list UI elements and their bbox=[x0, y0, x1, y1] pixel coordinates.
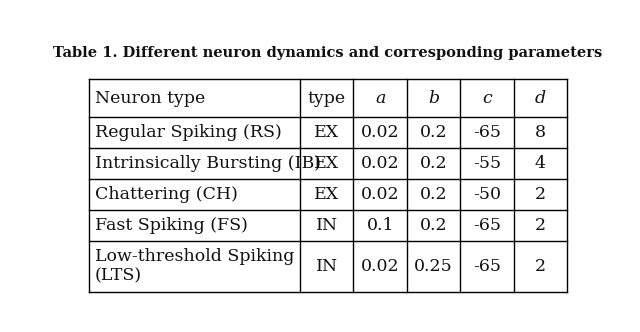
Text: 2: 2 bbox=[535, 258, 546, 275]
Text: 0.02: 0.02 bbox=[361, 258, 399, 275]
Text: Regular Spiking (RS): Regular Spiking (RS) bbox=[95, 124, 282, 141]
Text: b: b bbox=[428, 90, 439, 107]
Text: -65: -65 bbox=[473, 258, 501, 275]
Text: 8: 8 bbox=[535, 124, 546, 141]
Text: 0.1: 0.1 bbox=[366, 217, 394, 234]
Text: 0.2: 0.2 bbox=[420, 155, 447, 172]
Text: -50: -50 bbox=[473, 186, 501, 203]
Text: 0.2: 0.2 bbox=[420, 124, 447, 141]
Text: c: c bbox=[482, 90, 492, 107]
Text: 0.02: 0.02 bbox=[361, 186, 399, 203]
Text: Chattering (CH): Chattering (CH) bbox=[95, 186, 237, 203]
Text: 4: 4 bbox=[535, 155, 546, 172]
Text: 0.2: 0.2 bbox=[420, 186, 447, 203]
Text: EX: EX bbox=[314, 124, 339, 141]
Text: d: d bbox=[535, 90, 546, 107]
Text: EX: EX bbox=[314, 186, 339, 203]
Text: -65: -65 bbox=[473, 217, 501, 234]
Text: 2: 2 bbox=[535, 217, 546, 234]
Text: 2: 2 bbox=[535, 186, 546, 203]
Text: Neuron type: Neuron type bbox=[95, 90, 205, 107]
Text: Fast Spiking (FS): Fast Spiking (FS) bbox=[95, 217, 248, 234]
Text: IN: IN bbox=[316, 217, 338, 234]
Text: 0.25: 0.25 bbox=[414, 258, 453, 275]
Text: type: type bbox=[308, 90, 346, 107]
Text: 0.2: 0.2 bbox=[420, 217, 447, 234]
Text: 0.02: 0.02 bbox=[361, 155, 399, 172]
Text: Low-threshold Spiking
(LTS): Low-threshold Spiking (LTS) bbox=[95, 248, 294, 285]
Text: -55: -55 bbox=[473, 155, 501, 172]
Text: -65: -65 bbox=[473, 124, 501, 141]
Text: 0.02: 0.02 bbox=[361, 124, 399, 141]
Text: Table 1. Different neuron dynamics and corresponding parameters: Table 1. Different neuron dynamics and c… bbox=[53, 46, 603, 60]
Text: IN: IN bbox=[316, 258, 338, 275]
Text: EX: EX bbox=[314, 155, 339, 172]
Text: Intrinsically Bursting (IB): Intrinsically Bursting (IB) bbox=[95, 155, 321, 172]
Text: a: a bbox=[375, 90, 385, 107]
